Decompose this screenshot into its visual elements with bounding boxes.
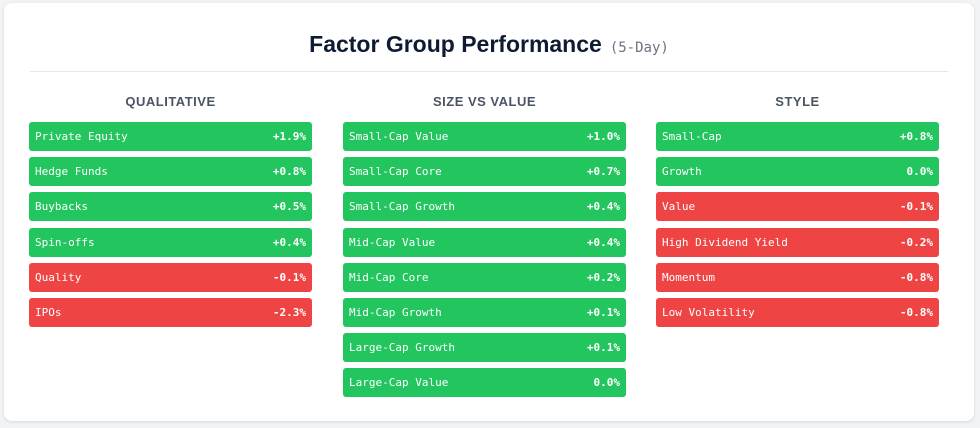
factor-row: Small-Cap Value +1.0% bbox=[343, 122, 626, 151]
factor-row: Spin-offs +0.4% bbox=[29, 227, 312, 257]
factor-performance-card: Factor Group Performance (5-Day) QUALITAT… bbox=[4, 3, 974, 421]
factor-label: Mid-Cap Growth bbox=[349, 305, 442, 319]
factor-row: Private Equity +1.9% bbox=[29, 122, 312, 151]
factor-value: -0.1% bbox=[899, 200, 933, 214]
factor-row: Growth 0.0% bbox=[656, 157, 939, 187]
factor-row: Mid-Cap Growth +0.1% bbox=[343, 297, 626, 327]
factor-value: +0.4% bbox=[272, 235, 306, 249]
factor-row: Momentum -0.8% bbox=[656, 262, 939, 292]
factor-row: Value -0.1% bbox=[656, 192, 939, 222]
factor-label: Value bbox=[662, 200, 696, 214]
factor-label: Large-Cap Growth bbox=[349, 341, 455, 355]
column-heading: SIZE VS VALUE bbox=[432, 94, 537, 109]
factor-value: -0.1% bbox=[272, 270, 306, 284]
header: Factor Group Performance (5-Day) bbox=[4, 31, 974, 58]
factor-label: High Dividend Yield bbox=[662, 235, 788, 249]
factor-row: Small-Cap Growth +0.4% bbox=[343, 192, 626, 222]
factor-row: Buybacks +0.5% bbox=[29, 192, 312, 222]
column-heading: QUALITATIVE bbox=[125, 94, 216, 109]
factor-list: Small-Cap +0.8% Growth 0.0% Value -0.1% High D… bbox=[656, 122, 939, 327]
factor-label: Growth bbox=[662, 165, 702, 179]
factor-value: 0.0% bbox=[593, 376, 621, 390]
factor-row: Mid-Cap Value +0.4% bbox=[343, 227, 626, 257]
factor-row: Hedge Funds +0.8% bbox=[29, 157, 312, 187]
factor-value: +0.2% bbox=[586, 270, 620, 284]
factor-label: Large-Cap Value bbox=[349, 376, 449, 390]
factor-label: Mid-Cap Value bbox=[349, 235, 436, 249]
factor-row: Low Volatility -0.8% bbox=[656, 297, 939, 327]
factor-label: Spin-offs bbox=[35, 235, 95, 249]
factor-row: Small-Cap +0.8% bbox=[656, 122, 939, 151]
factor-value: +1.0% bbox=[586, 130, 620, 143]
factor-row: Mid-Cap Core +0.2% bbox=[343, 262, 626, 292]
factor-value: +0.4% bbox=[586, 235, 620, 249]
factor-label: Hedge Funds bbox=[35, 165, 108, 179]
factor-label: Small-Cap bbox=[662, 130, 722, 143]
page-subtitle: (5-Day) bbox=[609, 40, 669, 56]
header-divider bbox=[30, 71, 948, 72]
factor-value: +0.5% bbox=[272, 200, 306, 214]
factor-value: +0.4% bbox=[586, 200, 620, 214]
factor-value: -0.2% bbox=[899, 235, 933, 249]
factor-label: Small-Cap Value bbox=[349, 130, 449, 143]
factor-row: Large-Cap Growth +0.1% bbox=[343, 333, 626, 363]
factor-row: High Dividend Yield -0.2% bbox=[656, 227, 939, 257]
factor-row: Large-Cap Value 0.0% bbox=[343, 368, 626, 398]
factor-row: Quality -0.1% bbox=[29, 262, 312, 292]
page-title: Factor Group Performance bbox=[309, 31, 602, 57]
factor-label: Small-Cap Growth bbox=[349, 200, 455, 214]
factor-row: IPOs -2.3% bbox=[29, 297, 312, 327]
factor-row: Small-Cap Core +0.7% bbox=[343, 157, 626, 187]
factor-value: -2.3% bbox=[272, 305, 306, 319]
factor-label: Quality bbox=[35, 270, 82, 284]
factor-list: Private Equity +1.9% Hedge Funds +0.8% Buyba… bbox=[29, 122, 312, 327]
factor-value: +0.1% bbox=[586, 305, 620, 319]
factor-label: Small-Cap Core bbox=[349, 165, 442, 179]
factor-label: Private Equity bbox=[35, 130, 128, 143]
factor-value: +0.1% bbox=[586, 341, 620, 355]
factor-value: -0.8% bbox=[899, 270, 933, 284]
factor-value: +0.8% bbox=[272, 165, 306, 179]
factor-value: 0.0% bbox=[906, 165, 934, 179]
factor-value: +0.8% bbox=[899, 130, 933, 143]
column-qualitative: QUALITATIVE Private Equity +1.9% Hedge Fun… bbox=[29, 94, 312, 333]
factor-label: Mid-Cap Core bbox=[349, 270, 429, 284]
factor-label: Low Volatility bbox=[662, 305, 755, 319]
factor-label: Buybacks bbox=[35, 200, 88, 214]
factor-list: Small-Cap Value +1.0% Small-Cap Core +0.7% S… bbox=[343, 122, 626, 398]
factor-label: IPOs bbox=[35, 305, 62, 319]
factor-value: +0.7% bbox=[586, 165, 620, 179]
factor-value: -0.8% bbox=[899, 305, 933, 319]
column-style: STYLE Small-Cap +0.8% Growth 0.0% Value -0.1%… bbox=[656, 94, 939, 333]
column-heading: STYLE bbox=[775, 94, 820, 109]
factor-value: +1.9% bbox=[272, 130, 306, 143]
factor-label: Momentum bbox=[662, 270, 715, 284]
column-size-vs-value: SIZE VS VALUE Small-Cap Value +1.0% Small-… bbox=[343, 94, 626, 404]
